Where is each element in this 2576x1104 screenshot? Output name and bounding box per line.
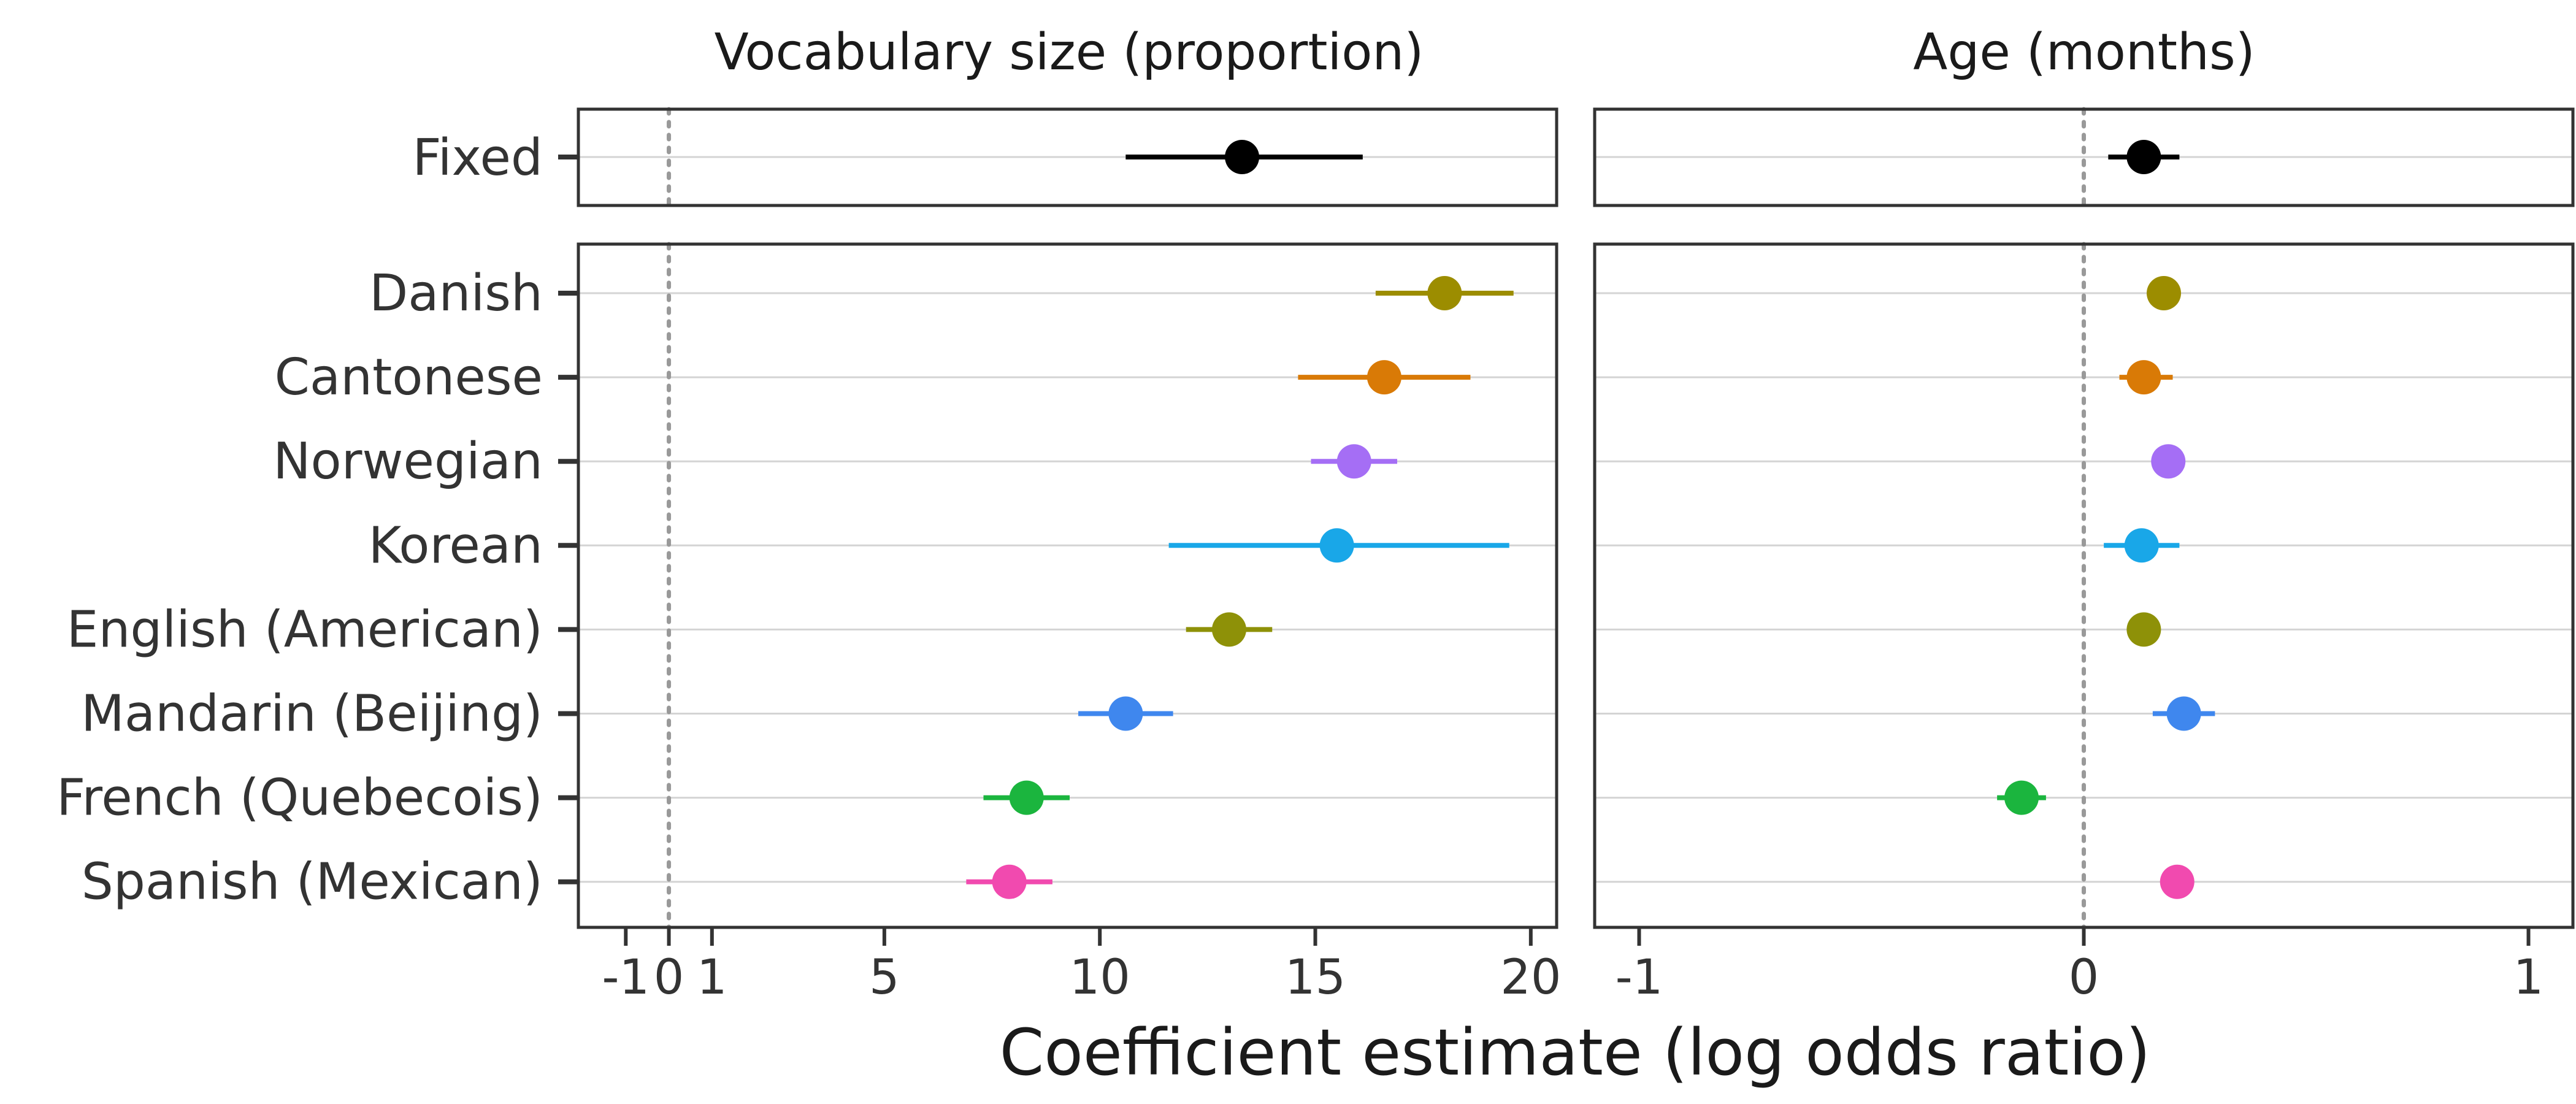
row-label-mandarin-beijing: Mandarin (Beijing) bbox=[81, 685, 543, 743]
row-label-english-american: English (American) bbox=[67, 600, 543, 659]
point-cantonese-vocabulary bbox=[1367, 360, 1401, 395]
panel-border-fixed-vocabulary bbox=[577, 107, 1558, 207]
row-label-norwegian: Norwegian bbox=[273, 432, 543, 491]
point-french-quebecois-vocabulary bbox=[1009, 780, 1044, 815]
x-tick-label-vocabulary-4: 10 bbox=[1070, 950, 1130, 1005]
row-label-danish: Danish bbox=[369, 264, 543, 323]
x-tick-label-vocabulary-3: 5 bbox=[869, 950, 900, 1005]
point-mandarin-beijing-age bbox=[2166, 696, 2201, 731]
x-tick-label-vocabulary-0: -1 bbox=[602, 950, 650, 1005]
point-english-american-age bbox=[2126, 612, 2161, 647]
point-korean-age bbox=[2124, 528, 2159, 563]
x-tick-label-age-0: -1 bbox=[1616, 950, 1663, 1005]
panel-border-fixed-age bbox=[1593, 107, 2575, 207]
point-spanish-mexican-age bbox=[2160, 864, 2195, 899]
point-spanish-mexican-vocabulary bbox=[992, 864, 1027, 899]
point-mandarin-beijing-vocabulary bbox=[1108, 696, 1143, 731]
x-tick-label-age-2: 1 bbox=[2513, 950, 2544, 1005]
row-label-korean: Korean bbox=[369, 516, 543, 575]
point-fixed-age bbox=[2126, 140, 2161, 174]
row-label-french-quebecois: French (Quebecois) bbox=[56, 769, 543, 827]
panel-border-languages-vocabulary bbox=[577, 242, 1558, 929]
fixed-row-label: Fixed bbox=[413, 129, 543, 187]
x-tick-label-vocabulary-1: 0 bbox=[654, 950, 684, 1005]
row-label-cantonese: Cantonese bbox=[275, 348, 543, 407]
point-norwegian-vocabulary bbox=[1336, 444, 1371, 479]
x-tick-label-vocabulary-5: 15 bbox=[1285, 950, 1346, 1005]
point-fixed-vocabulary bbox=[1225, 140, 1260, 174]
row-label-spanish-mexican: Spanish (Mexican) bbox=[82, 853, 543, 911]
point-cantonese-age bbox=[2126, 360, 2161, 395]
x-tick-label-vocabulary-2: 1 bbox=[697, 950, 727, 1005]
point-danish-vocabulary bbox=[1427, 276, 1462, 310]
point-norwegian-age bbox=[2151, 444, 2186, 479]
plot-layer: Danish Cantonese Norwegian Korean English (A… bbox=[56, 107, 2575, 1005]
point-french-quebecois-age bbox=[2004, 780, 2039, 815]
x-tick-label-age-1: 0 bbox=[2069, 950, 2099, 1005]
point-english-american-vocabulary bbox=[1211, 612, 1246, 647]
panel-title-vocabulary: Vocabulary size (proportion) bbox=[715, 23, 1424, 82]
x-tick-label-vocabulary-6: 20 bbox=[1500, 950, 1561, 1005]
point-korean-vocabulary bbox=[1319, 528, 1354, 563]
panel-title-age: Age (months) bbox=[1913, 23, 2255, 82]
x-axis-title: Coefficient estimate (log odds ratio) bbox=[1000, 1015, 2151, 1090]
point-danish-age bbox=[2147, 276, 2181, 310]
